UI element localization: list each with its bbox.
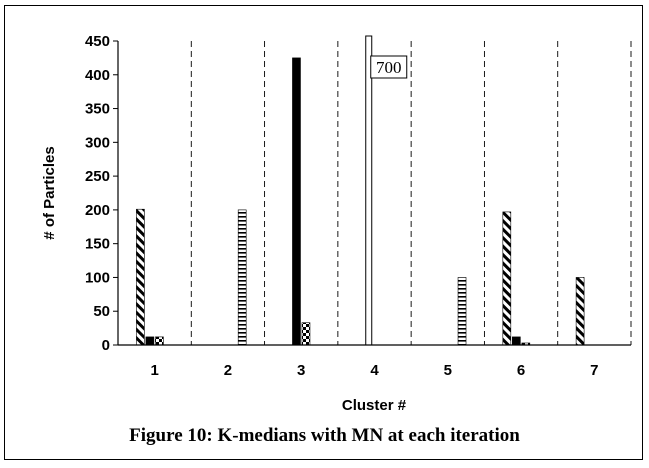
y-tick-label: 0 <box>102 337 110 354</box>
axes-group <box>117 41 631 346</box>
x-tick-label: 4 <box>370 362 379 379</box>
y-tick-label: 400 <box>85 67 110 84</box>
bar-truncated <box>365 35 373 346</box>
x-tick-label: 7 <box>590 362 598 379</box>
figure-frame <box>4 5 643 460</box>
annotation-label: 700 <box>376 58 402 77</box>
bars-group <box>136 35 585 346</box>
bar <box>136 208 145 346</box>
bar <box>502 211 512 346</box>
y-tick-label: 250 <box>85 168 110 185</box>
x-tick-label: 5 <box>444 362 452 379</box>
x-tick-label: 1 <box>150 362 158 379</box>
y-tick-label: 50 <box>93 303 110 320</box>
bar <box>512 336 521 346</box>
y-axis-title: # of Particles <box>41 146 58 239</box>
annotations: 700 <box>370 55 408 79</box>
bar <box>457 277 467 346</box>
y-tick-label: 300 <box>85 134 110 151</box>
y-ticks: 0 50 100 150 200 250 300 350 400 450 <box>85 33 118 354</box>
y-tick-label: 350 <box>85 101 110 118</box>
y-tick-label: 450 <box>85 33 110 50</box>
y-tick-label: 200 <box>85 202 110 219</box>
y-tick-label: 100 <box>85 269 110 286</box>
bar <box>301 322 311 346</box>
bar <box>145 336 155 346</box>
annotation-box: 700 <box>370 55 408 79</box>
bar <box>237 209 247 346</box>
figure-caption: Figure 10: K-medians with MN at each ite… <box>129 425 520 446</box>
x-ticks: 1 2 3 4 5 6 7 <box>150 362 598 379</box>
annotation-frame <box>370 55 408 79</box>
y-tick-label: 150 <box>85 236 110 253</box>
x-tick-label: 6 <box>517 362 525 379</box>
x-axis-title: Cluster # <box>342 397 407 414</box>
bar <box>575 277 585 346</box>
x-tick-label: 3 <box>297 362 305 379</box>
cluster-separators <box>190 41 632 345</box>
bar <box>155 336 164 346</box>
bar <box>292 57 301 346</box>
x-tick-label: 2 <box>224 362 232 379</box>
